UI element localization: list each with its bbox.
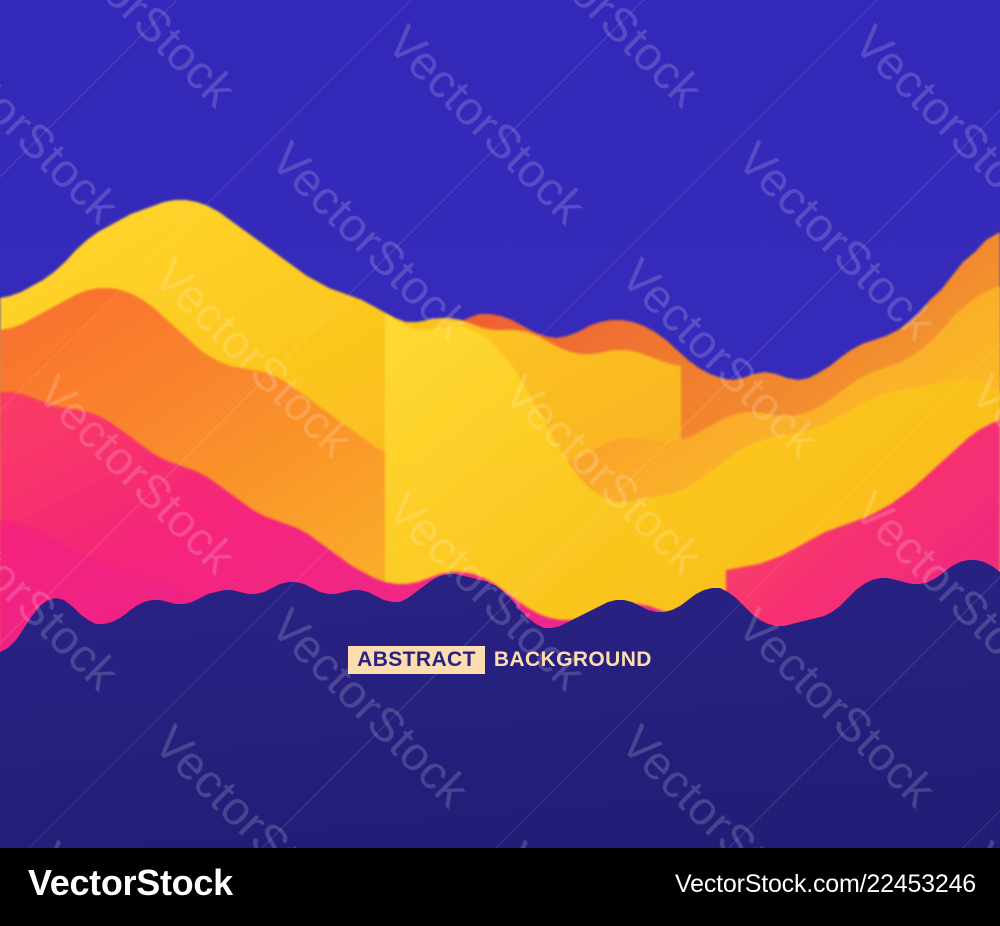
mountain-layers-svg bbox=[0, 0, 1000, 848]
foreground-dark-ridge bbox=[0, 560, 1000, 848]
abstract-mountain-artwork: VectorStock VectorStock ABSTRACTBACKGROU… bbox=[0, 0, 1000, 848]
footer-url-label: VectorStock.com/22453246 bbox=[675, 870, 976, 898]
vectorstock-footer-bar: VectorStock VectorStock.com/22453246 bbox=[0, 848, 1000, 926]
footer-brand-label: VectorStock bbox=[28, 862, 233, 903]
